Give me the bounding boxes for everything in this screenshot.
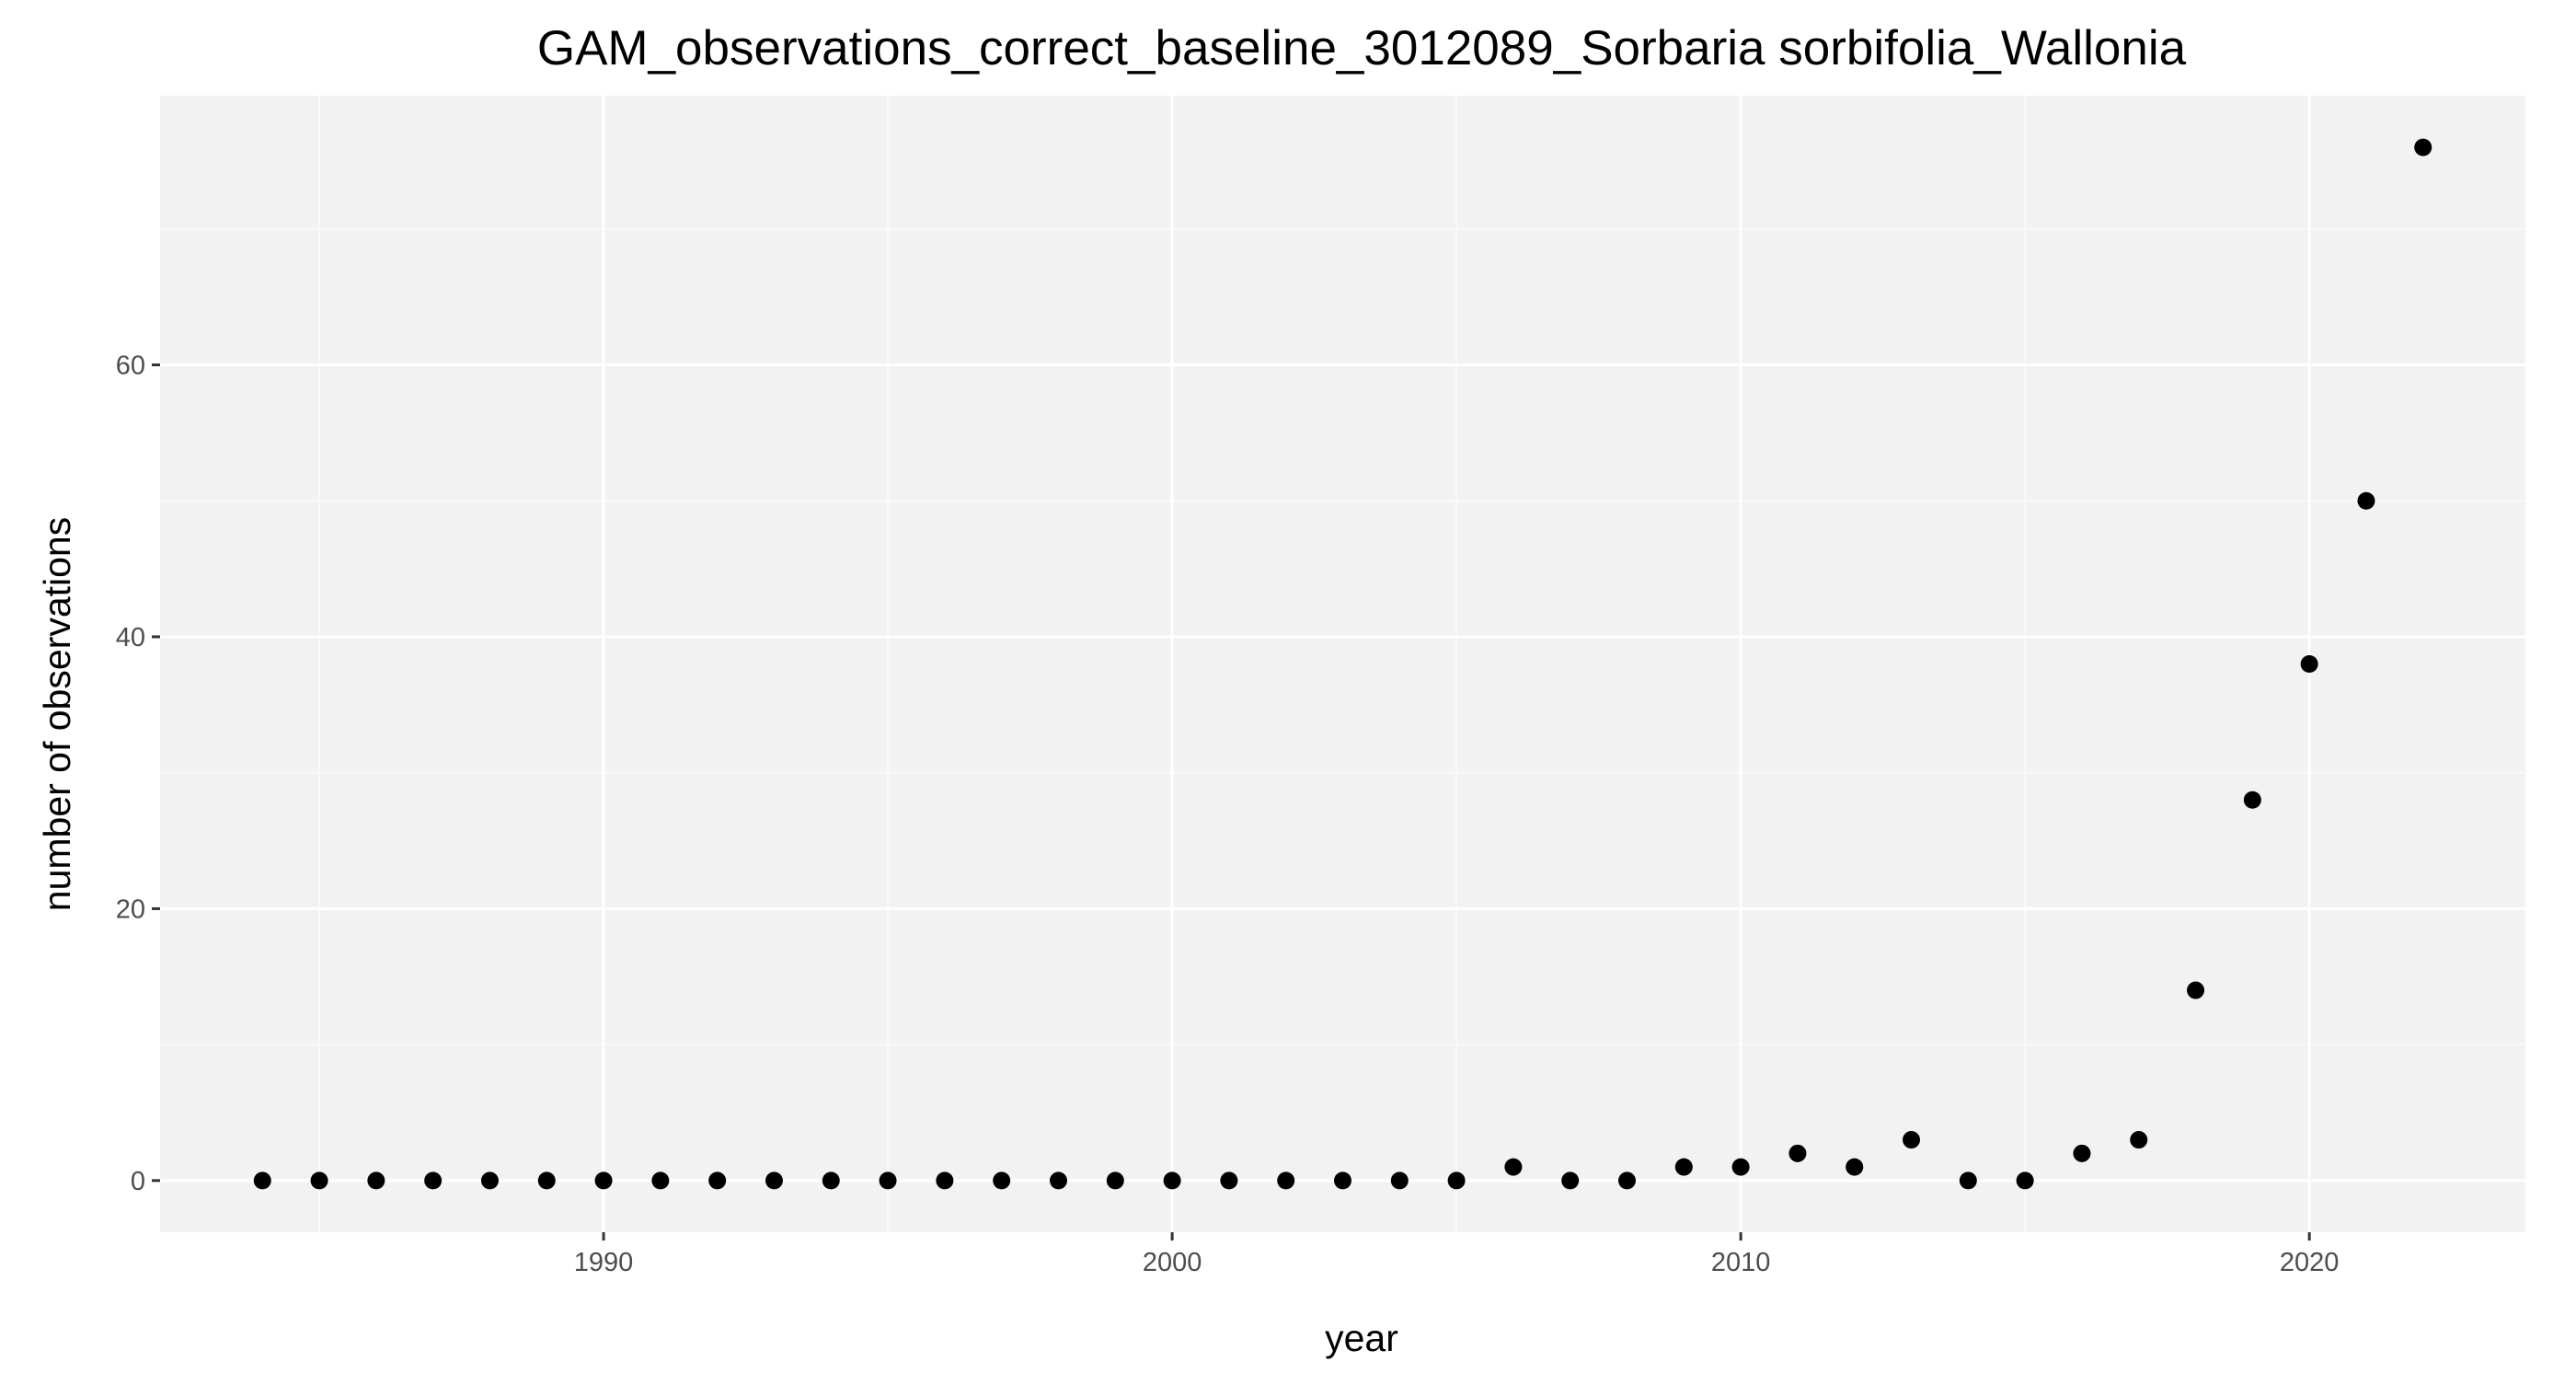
data-point — [1390, 1171, 1409, 1190]
data-point — [1277, 1171, 1295, 1190]
data-point — [2187, 981, 2205, 999]
x-tick-label: 2000 — [1143, 1248, 1202, 1277]
data-points — [253, 138, 2432, 1190]
data-point — [2300, 655, 2318, 673]
y-tick-label: 20 — [116, 894, 145, 924]
data-point — [879, 1171, 897, 1190]
x-tick-label: 2010 — [1711, 1248, 1771, 1277]
data-point — [1106, 1171, 1124, 1190]
data-point — [993, 1171, 1011, 1190]
data-point — [765, 1171, 783, 1190]
data-point — [310, 1171, 328, 1190]
data-point — [594, 1171, 613, 1190]
x-axis: 1990 2000 2010 2020 — [574, 1232, 2340, 1277]
minor-gridlines — [160, 96, 2525, 1232]
data-point — [1846, 1158, 1864, 1176]
x-tick-label: 1990 — [574, 1248, 634, 1277]
data-point — [2016, 1171, 2034, 1190]
data-point — [480, 1171, 499, 1190]
plot-panel — [160, 96, 2525, 1232]
data-point — [1334, 1171, 1351, 1190]
x-axis-title: year — [1325, 1317, 1398, 1359]
data-point — [1788, 1144, 1807, 1162]
data-point — [1504, 1158, 1523, 1176]
data-point — [2073, 1144, 2091, 1162]
data-point — [708, 1171, 727, 1190]
y-tick-label: 0 — [131, 1167, 145, 1196]
data-point — [2414, 138, 2432, 156]
data-point — [2357, 491, 2375, 510]
data-point — [936, 1171, 954, 1190]
chart-title: GAM_observations_correct_baseline_301208… — [537, 21, 2187, 75]
y-axis-title: number of observations — [36, 517, 78, 911]
data-point — [1561, 1171, 1580, 1190]
data-point — [1674, 1158, 1693, 1176]
data-point — [1049, 1171, 1067, 1190]
x-tick-label: 2020 — [2280, 1248, 2340, 1277]
y-tick-label: 40 — [116, 623, 145, 652]
data-point — [1903, 1131, 1921, 1149]
data-point — [1618, 1171, 1637, 1190]
data-point — [1959, 1171, 1977, 1190]
data-point — [367, 1171, 385, 1190]
data-point — [2130, 1131, 2148, 1149]
data-point — [1447, 1171, 1466, 1190]
data-point — [1220, 1171, 1238, 1190]
y-tick-label: 60 — [116, 352, 145, 381]
data-point — [1163, 1171, 1181, 1190]
data-point — [1731, 1158, 1750, 1176]
data-point — [253, 1171, 271, 1190]
data-point — [651, 1171, 670, 1190]
data-point — [822, 1171, 840, 1190]
y-axis: 0 20 40 60 — [116, 352, 160, 1196]
data-point — [2243, 791, 2261, 809]
data-point — [537, 1171, 556, 1190]
data-point — [424, 1171, 443, 1190]
